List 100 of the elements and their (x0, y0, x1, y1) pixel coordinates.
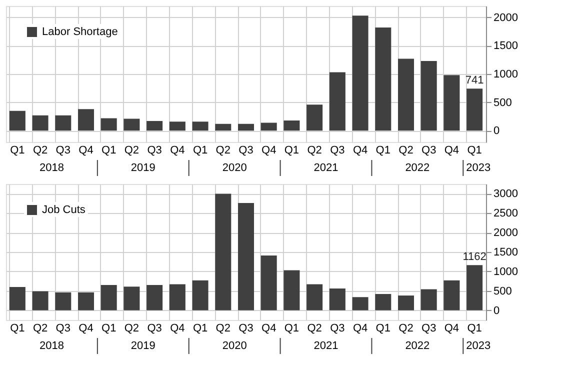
text: 2019 (130, 162, 156, 174)
bar (352, 16, 368, 131)
x-tick-label: Q3 (330, 144, 345, 156)
x-tick-label: Q1 (467, 322, 482, 334)
y-tick-label: 1000 (494, 266, 518, 278)
text: 2022 (405, 162, 430, 174)
bar (78, 292, 94, 310)
y-tick-label: 2000 (494, 12, 518, 24)
x-tick-label: Q3 (422, 322, 436, 334)
x-tick-label: Q2 (32, 144, 48, 156)
x-tick-label: Q2 (216, 322, 230, 334)
bar (192, 122, 208, 131)
x-tick-label: Q4 (170, 322, 185, 334)
bar (466, 88, 483, 131)
bar (100, 285, 117, 310)
x-tick-label: Q2 (307, 322, 322, 334)
x-tick-label: Q4 (78, 322, 94, 334)
y-tick-label: 1500 (494, 40, 518, 52)
bar (398, 296, 414, 310)
bar (55, 292, 72, 310)
legend-label: Labor Shortage (42, 26, 118, 38)
bar (444, 75, 460, 131)
bar (444, 280, 460, 310)
x-tick-label: Q1 (102, 322, 116, 334)
text: 2020 (222, 340, 247, 352)
bar (420, 289, 437, 310)
bar (78, 109, 94, 131)
x-tick-label: Q3 (330, 322, 345, 334)
x-tick-label: Q3 (56, 144, 70, 156)
bar (260, 122, 277, 131)
bar (100, 118, 117, 131)
x-tick-label: Q4 (262, 144, 276, 156)
y-tick-label: 500 (494, 285, 512, 298)
text: 2021 (314, 162, 338, 174)
bar (192, 280, 208, 310)
x-tick-label: Q4 (170, 144, 185, 156)
y-tick-label: 2500 (494, 208, 518, 220)
bar (124, 286, 140, 310)
bar (32, 115, 48, 131)
x-tick-label: Q1 (10, 144, 25, 156)
data-label: 1162 (462, 251, 486, 264)
bar (124, 118, 140, 131)
bar (284, 120, 300, 131)
x-tick-label: Q2 (398, 144, 414, 156)
y-tick-label: 3000 (494, 188, 518, 200)
x-tick-label: Q1 (192, 144, 208, 156)
x-tick-label: Q2 (307, 144, 322, 156)
bar (260, 255, 277, 310)
x-tick-label: Q1 (192, 322, 208, 334)
bar (215, 124, 232, 131)
x-tick-label: Q3 (238, 322, 254, 334)
bar (238, 124, 254, 131)
data-label: 741 (465, 74, 484, 87)
bar (9, 286, 26, 310)
bar (420, 60, 437, 131)
x-tick-label: Q1 (376, 322, 390, 334)
text: 2021 (314, 340, 338, 352)
text: 2018 (39, 162, 64, 174)
bar (9, 110, 26, 131)
x-tick-label: Q3 (147, 144, 162, 156)
x-tick-label: Q4 (78, 144, 94, 156)
bar (329, 72, 346, 131)
bar (375, 294, 392, 310)
x-tick-label: Q2 (124, 144, 140, 156)
bar (169, 284, 186, 310)
bar (466, 265, 483, 310)
bar (306, 284, 323, 310)
bar (352, 297, 368, 310)
y-tick-label: 0 (494, 304, 500, 317)
y-tick-label: 500 (494, 96, 512, 109)
x-tick-label: Q2 (124, 322, 140, 334)
x-tick-label: Q1 (10, 322, 25, 334)
bar (238, 203, 254, 310)
x-tick-label: Q4 (262, 322, 276, 334)
x-tick-label: Q4 (444, 322, 460, 334)
text: 2019 (130, 340, 156, 352)
bar (215, 194, 232, 310)
y-tick-label: 1000 (494, 68, 518, 80)
y-tick-label: 0 (494, 125, 500, 138)
x-tick-label: Q2 (216, 144, 230, 156)
x-tick-label: Q2 (32, 322, 48, 334)
y-tick-label: 1500 (494, 246, 518, 258)
x-tick-label: Q1 (467, 144, 482, 156)
text: 2023 (466, 162, 491, 174)
x-tick-label: Q3 (238, 144, 254, 156)
bar (32, 291, 48, 310)
bar (55, 115, 72, 131)
x-tick-label: Q4 (444, 144, 460, 156)
x-tick-label: Q2 (398, 322, 414, 334)
bar (284, 270, 300, 310)
bar (329, 288, 346, 310)
x-tick-label: Q3 (147, 322, 162, 334)
text: 2022 (405, 340, 430, 352)
legend-label: Job Cuts (42, 204, 86, 216)
y-tick-label: 2000 (494, 227, 518, 240)
x-tick-label: Q3 (422, 144, 436, 156)
x-tick-label: Q4 (352, 144, 368, 156)
x-tick-label: Q1 (284, 322, 300, 334)
bar (146, 285, 163, 310)
x-tick-label: Q1 (376, 144, 390, 156)
